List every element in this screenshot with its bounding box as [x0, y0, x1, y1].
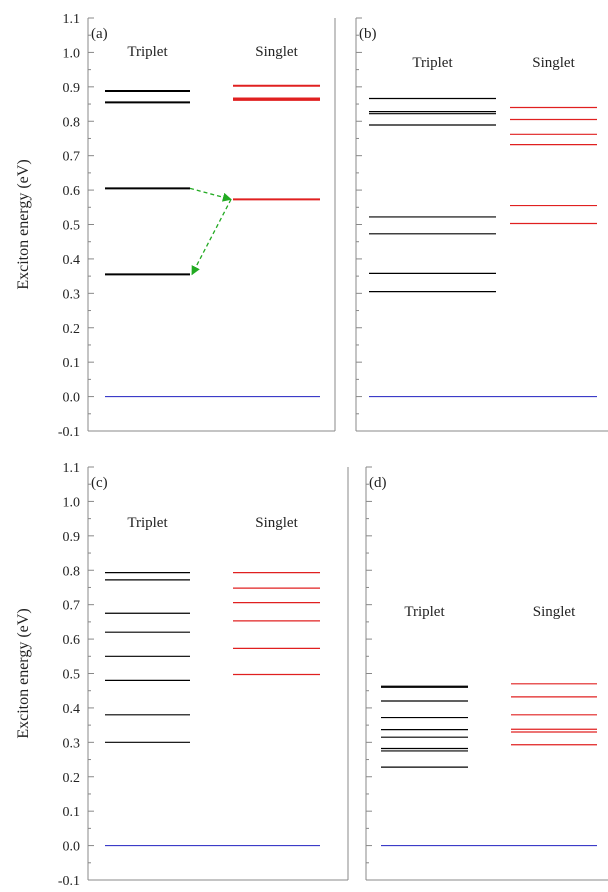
- y-tick-label: 0.1: [63, 805, 81, 820]
- y-tick-label: 0.1: [63, 356, 81, 371]
- panel-d: (d) Triplet Singlet: [365, 466, 608, 881]
- y-tick-label: 0.0: [63, 391, 81, 406]
- panel-label: (d): [369, 475, 387, 491]
- y-tick-label: 0.2: [63, 771, 81, 786]
- series-label-singlet: Singlet: [533, 604, 576, 620]
- y-tick-label: 0.9: [63, 81, 81, 96]
- y-tick-label: 0.7: [63, 150, 81, 165]
- series-label-triplet: Triplet: [127, 515, 168, 531]
- y-tick-label: 0.4: [63, 702, 81, 717]
- y-axis-title: Exciton energy (eV): [15, 159, 32, 289]
- y-tick-label: 1.1: [63, 461, 81, 476]
- series-label-triplet: Triplet: [127, 44, 168, 60]
- y-tick-label: 0.8: [63, 564, 81, 579]
- y-tick-label: 0.7: [63, 599, 81, 614]
- y-tick-label: -0.1: [58, 874, 80, 889]
- transfer-arrow: [189, 187, 232, 202]
- series-label-singlet: Singlet: [532, 55, 575, 71]
- y-tick-label: 0.5: [63, 668, 81, 683]
- y-tick-label: 0.6: [63, 633, 81, 648]
- y-axis-title: Exciton energy (eV): [15, 608, 32, 738]
- y-tick-label: 0.2: [63, 322, 81, 337]
- y-tick-label: 0.5: [63, 219, 81, 234]
- y-tick-label: 1.1: [63, 12, 81, 27]
- panel-c: -0.1 0.0 0.1 0.2 0.3 0.4 0.5 0.6 0.7 0.8 0.9 1.0 1.1…: [15, 461, 349, 889]
- panel-label: (b): [359, 26, 377, 42]
- transfer-arrow: [191, 199, 232, 276]
- series-label-triplet: Triplet: [412, 55, 453, 71]
- panel-a: -0.1 0.0 0.1 0.2 0.3 0.4 0.5 0.6 0.7 0.8 0.9 1.0 1.1…: [15, 12, 336, 440]
- y-tick-label: 0.0: [63, 840, 81, 855]
- y-tick-label: 0.6: [63, 184, 81, 199]
- series-label-triplet: Triplet: [404, 604, 445, 620]
- series-label-singlet: Singlet: [255, 44, 298, 60]
- y-tick-label: 0.4: [63, 253, 81, 268]
- panel-label: (a): [91, 26, 108, 42]
- y-tick-label: 0.3: [63, 287, 81, 302]
- y-tick-label: 1.0: [63, 495, 81, 510]
- panel-b: (b) Triplet Singlet: [355, 17, 608, 432]
- series-label-singlet: Singlet: [255, 515, 298, 531]
- y-tick-label: 1.0: [63, 46, 81, 61]
- y-tick-label: 0.3: [63, 736, 81, 751]
- y-tick-label: 0.8: [63, 115, 81, 130]
- y-tick-label: -0.1: [58, 425, 80, 440]
- panel-label: (c): [91, 475, 108, 491]
- y-tick-label: 0.9: [63, 530, 81, 545]
